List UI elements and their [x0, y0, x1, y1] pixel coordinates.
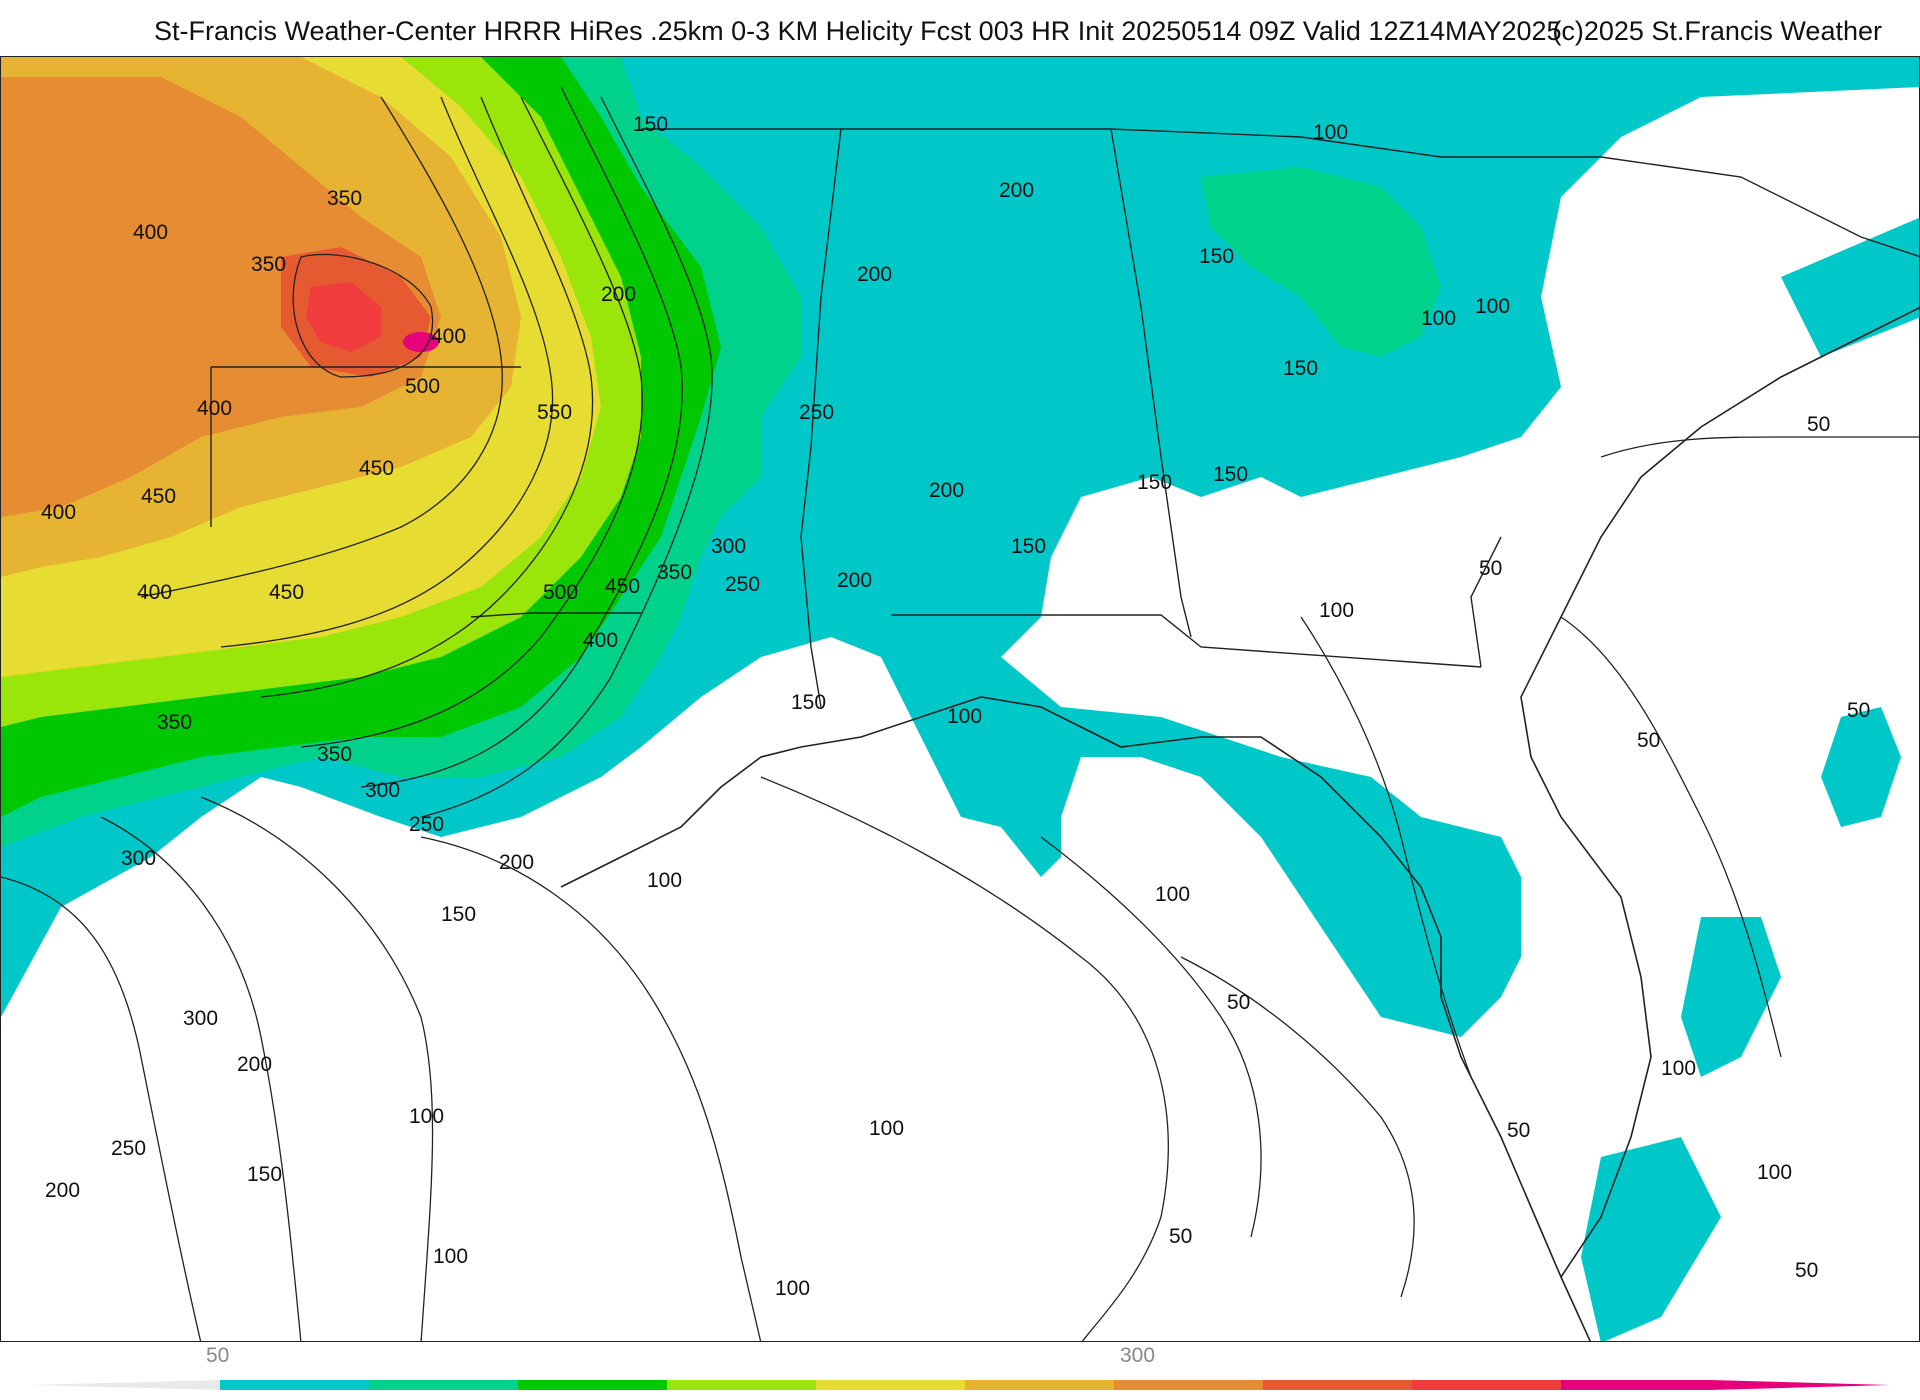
contour-label: 100 [1319, 599, 1354, 622]
colorbar-tick-label: 50 [206, 1344, 230, 1367]
contour-label: 350 [657, 561, 692, 584]
contour-label: 300 [183, 1007, 218, 1030]
colorbar-segment [1561, 1380, 1711, 1390]
contour-label: 350 [327, 187, 362, 210]
colorbar-high-arrow [1710, 1380, 1890, 1390]
colorbar-segment [1114, 1380, 1264, 1390]
contour-label: 100 [947, 705, 982, 728]
contour-label: 100 [647, 869, 682, 892]
colorbar-ticks: 50 300 [0, 1344, 1920, 1374]
contour-label: 400 [197, 397, 232, 420]
contour-label: 150 [791, 691, 826, 714]
atlantic-cyan-patch-3 [1581, 1137, 1721, 1341]
atlantic-cyan-patch-4 [1781, 217, 1919, 357]
colorbar-segment [667, 1380, 817, 1390]
helicity-map: 150 100 200 200 150 100 100 150 50 350 4… [0, 56, 1920, 1342]
contour-label: 150 [1137, 471, 1172, 494]
contour-label: 200 [237, 1053, 272, 1076]
contour-label: 250 [111, 1137, 146, 1160]
state-borders [210, 128, 1919, 708]
contour-label: 100 [433, 1245, 468, 1268]
contour-label: 200 [999, 179, 1034, 202]
contour-label: 200 [929, 479, 964, 502]
contour-label: 50 [1479, 557, 1502, 580]
contour-label: 50 [1795, 1259, 1818, 1282]
contour-label: 100 [1313, 121, 1348, 144]
contour-label: 200 [601, 283, 636, 306]
contour-label: 400 [133, 221, 168, 244]
colorbar-segment [965, 1380, 1115, 1390]
colorbar-segment [369, 1380, 519, 1390]
colorbar-tick-label: 300 [1120, 1344, 1156, 1367]
contour-label: 450 [141, 485, 176, 508]
contour-label: 450 [359, 457, 394, 480]
contour-label: 150 [633, 113, 668, 136]
contour-label: 350 [251, 253, 286, 276]
contour-label: 200 [45, 1179, 80, 1202]
contour-label: 100 [869, 1117, 904, 1140]
contour-label: 100 [775, 1277, 810, 1300]
contour-label: 100 [1475, 295, 1510, 318]
contour-label: 150 [1011, 535, 1046, 558]
contour-label: 50 [1227, 991, 1250, 1014]
contour-label: 200 [499, 851, 534, 874]
gulf-coastline [560, 696, 1591, 1341]
contour-label: 100 [1421, 307, 1456, 330]
colorbar-segment [816, 1380, 966, 1390]
contour-label: 250 [725, 573, 760, 596]
contour-label: 100 [1757, 1161, 1792, 1184]
contour-label: 450 [269, 581, 304, 604]
contour-label: 400 [583, 629, 618, 652]
contour-label: 150 [441, 903, 476, 926]
contour-label: 350 [157, 711, 192, 734]
contour-label: 50 [1807, 413, 1830, 436]
atlantic-cyan-patch-2 [1681, 917, 1781, 1077]
contour-label: 500 [405, 375, 440, 398]
contour-label: 100 [1661, 1057, 1696, 1080]
colorbar-segment [1412, 1380, 1562, 1390]
contour-label: 550 [537, 401, 572, 424]
contour-label: 400 [137, 581, 172, 604]
contour-label: 50 [1169, 1225, 1192, 1248]
contour-label: 50 [1637, 729, 1660, 752]
contour-label: 300 [711, 535, 746, 558]
contour-label: 200 [837, 569, 872, 592]
atlantic-coastline [1520, 307, 1919, 1278]
contour-label: 250 [799, 401, 834, 424]
contour-label: 100 [409, 1105, 444, 1128]
contour-label: 350 [317, 743, 352, 766]
contour-label: 400 [431, 325, 466, 348]
colorbar-segments [220, 1380, 1711, 1390]
contour-label: 300 [121, 847, 156, 870]
helicity-contours [1, 86, 1919, 1341]
colorbar-segment [220, 1380, 370, 1390]
map-canvas: 150 100 200 200 150 100 100 150 50 350 4… [1, 57, 1919, 1341]
contour-label: 50 [1847, 699, 1870, 722]
contour-label: 250 [409, 813, 444, 836]
contour-label: 200 [857, 263, 892, 286]
map-title: St-Francis Weather-Center HRRR HiRes .25… [154, 16, 1562, 46]
colorbar-low-arrow [30, 1380, 220, 1390]
contour-label: 300 [365, 779, 400, 802]
atlantic-cyan-patch-1 [1821, 707, 1901, 827]
contour-label: 100 [1155, 883, 1190, 906]
contour-label: 50 [1507, 1119, 1530, 1142]
colorbar-segment [518, 1380, 668, 1390]
contour-label: 150 [1213, 463, 1248, 486]
contour-label: 150 [247, 1163, 282, 1186]
colorbar-segment [1263, 1380, 1413, 1390]
contour-label: 500 [543, 581, 578, 604]
contour-label: 450 [605, 575, 640, 598]
copyright-text: (c)2025 St.Francis Weather [1552, 16, 1882, 46]
contour-label: 150 [1283, 357, 1318, 380]
colorbar [30, 1380, 1890, 1390]
helicity-band-orange [1, 77, 441, 517]
helicity-band-green-east [1201, 167, 1441, 357]
contour-label: 150 [1199, 245, 1234, 268]
title-bar: St-Francis Weather-Center HRRR HiRes .25… [0, 0, 1920, 56]
contour-labels: 150 100 200 200 150 100 100 150 50 350 4… [41, 113, 1870, 1300]
helicity-band-red [306, 282, 381, 352]
contour-label: 400 [41, 501, 76, 524]
